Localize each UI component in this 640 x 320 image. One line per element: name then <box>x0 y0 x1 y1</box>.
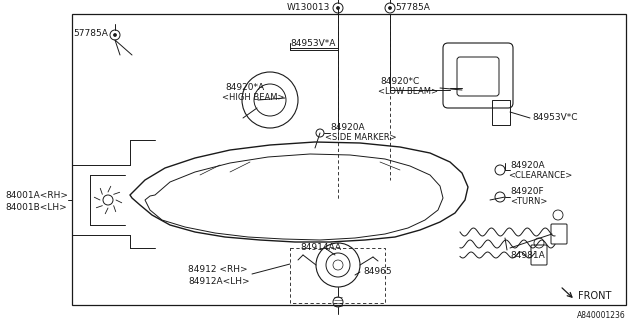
Text: 84001B<LH>: 84001B<LH> <box>5 203 67 212</box>
Circle shape <box>113 34 116 36</box>
Text: 84953V*C: 84953V*C <box>532 114 577 123</box>
Circle shape <box>333 3 343 13</box>
Text: 84953V*A: 84953V*A <box>290 38 335 47</box>
Circle shape <box>337 6 339 10</box>
Circle shape <box>388 6 392 10</box>
Text: 84912 <RH>: 84912 <RH> <box>188 265 248 274</box>
FancyBboxPatch shape <box>531 245 547 265</box>
Bar <box>72 14 626 305</box>
Text: <HIGH BEAM>: <HIGH BEAM> <box>222 93 285 102</box>
Text: 84920A: 84920A <box>330 124 365 132</box>
Text: <TURN>: <TURN> <box>510 197 547 206</box>
Text: W130013: W130013 <box>287 3 330 12</box>
Text: 84920*C: 84920*C <box>380 77 419 86</box>
FancyBboxPatch shape <box>551 224 567 244</box>
Text: <SIDE MARKER>: <SIDE MARKER> <box>325 133 397 142</box>
Text: 84920*A: 84920*A <box>225 84 264 92</box>
Text: 57785A: 57785A <box>73 29 108 38</box>
Text: 57785A: 57785A <box>395 3 430 12</box>
Text: 84965: 84965 <box>363 268 392 276</box>
Circle shape <box>110 30 120 40</box>
Text: <LOW BEAM>: <LOW BEAM> <box>378 87 438 97</box>
Bar <box>290 248 385 303</box>
Circle shape <box>385 3 395 13</box>
Bar <box>492 100 510 125</box>
Text: 84981A: 84981A <box>510 251 545 260</box>
Text: A840001236: A840001236 <box>577 310 626 319</box>
Text: 84912A<LH>: 84912A<LH> <box>188 276 250 285</box>
Text: <CLEARANCE>: <CLEARANCE> <box>508 171 572 180</box>
Text: 84920F: 84920F <box>510 188 543 196</box>
Text: 84914AA: 84914AA <box>300 243 341 252</box>
Text: 84001A<RH>: 84001A<RH> <box>5 190 68 199</box>
Text: 84920A: 84920A <box>510 161 545 170</box>
Text: FRONT: FRONT <box>578 291 611 301</box>
